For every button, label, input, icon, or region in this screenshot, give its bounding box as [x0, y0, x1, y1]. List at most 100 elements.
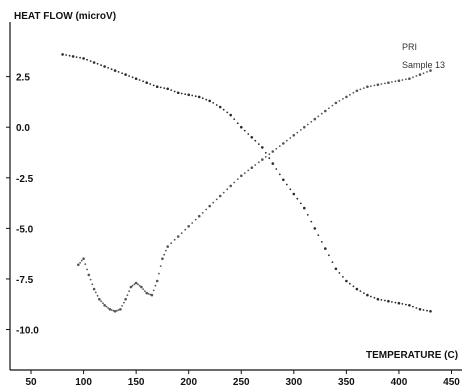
sample-13-trace-dot	[94, 291, 97, 294]
pri-trace-dot	[370, 295, 372, 298]
pri-trace-dot	[96, 62, 99, 65]
sample-13-point	[103, 304, 106, 307]
sample-13-point	[166, 245, 169, 248]
pri-point	[418, 308, 422, 311]
pri-point	[408, 304, 411, 307]
pri-trace-dot	[384, 299, 386, 302]
pri-trace-dot	[328, 254, 330, 257]
pri-point	[250, 136, 254, 139]
sample-13-point	[134, 281, 138, 285]
sample-13-point	[418, 73, 422, 76]
sample-13-point	[250, 166, 254, 169]
x-tick-label: 200	[180, 377, 197, 388]
pri-point	[82, 57, 85, 60]
sample-13-point	[429, 69, 432, 72]
pri-trace-dot	[254, 139, 257, 142]
pri-point	[345, 279, 348, 283]
axes	[9, 22, 462, 371]
sample-13-point	[397, 79, 401, 82]
sample-13-trace-dot	[137, 283, 139, 286]
pri-trace-dot	[128, 75, 131, 77]
pri-trace-dot	[415, 307, 418, 309]
pri-trace-dot	[331, 261, 334, 263]
sample-13-trace-dot	[96, 294, 99, 297]
sample-13-trace-dot	[131, 284, 134, 287]
sample-13-point	[345, 95, 348, 99]
sample-13-point	[176, 235, 180, 238]
pri-trace-dot	[68, 54, 71, 57]
sample-13-point	[155, 279, 159, 283]
pri-point	[208, 99, 211, 103]
sample-13-trace-dot	[110, 309, 113, 311]
pri-point	[303, 206, 306, 210]
pri-point	[61, 53, 64, 56]
pri-point	[176, 91, 180, 95]
sample-13-point	[108, 308, 112, 311]
sample-13-trace-dot	[222, 191, 225, 194]
x-ticks: 50 100 150 200 250 300 350 400 450	[25, 370, 460, 388]
pri-trace-dot	[317, 234, 320, 237]
pri-trace-dot	[75, 56, 78, 58]
pri-trace-dot	[349, 282, 351, 285]
sample-13-trace-dot	[394, 80, 397, 83]
sample-13-trace-dot	[144, 290, 146, 292]
pri-trace-dot	[363, 292, 365, 294]
sample-13-trace-dot	[257, 161, 260, 164]
sample-13-trace-dot	[349, 93, 351, 96]
sample-13-point	[82, 257, 85, 261]
sample-13-trace-dot	[401, 79, 404, 81]
pri-point	[92, 61, 96, 64]
sample-13-trace-dot	[152, 289, 155, 292]
sample-13-trace-dot	[320, 112, 323, 115]
pri-trace-dot	[159, 86, 162, 89]
sample-13-trace-dot	[163, 253, 166, 256]
sample-13-trace-dot	[147, 292, 150, 295]
sample-13-trace-dot	[391, 81, 393, 83]
sample-13-trace-dot	[100, 300, 102, 303]
sample-13-point	[324, 109, 327, 113]
sample-13-point	[77, 263, 80, 267]
pri-trace-dot	[373, 296, 376, 299]
sample-13-point	[119, 308, 122, 311]
pri-point	[355, 287, 359, 291]
pri-trace-dot	[243, 129, 246, 132]
sample-13-point	[98, 297, 101, 301]
sample-13-trace-dot	[212, 201, 215, 204]
pri-trace-dot	[142, 80, 145, 83]
sample-13-trace-dot	[331, 104, 334, 107]
pri-trace-dot	[401, 303, 404, 305]
sample-13-trace-dot	[180, 232, 183, 235]
pri-trace-dot	[65, 54, 67, 56]
sample-13-trace-dot	[133, 283, 136, 286]
pri-trace-dot	[131, 76, 134, 79]
sample-13-trace-dot	[373, 84, 376, 87]
pri-trace-dot	[268, 157, 271, 160]
pri-trace-dot	[121, 72, 123, 75]
pri-trace-dot	[233, 118, 236, 120]
sample-13-trace-dot	[412, 76, 414, 79]
pri-trace-dot	[278, 173, 281, 176]
pri-trace-dot	[117, 71, 120, 73]
x-axis-title: TEMPERATURE (C)	[366, 350, 458, 361]
sample-13-point	[87, 273, 91, 277]
sample-13-point	[113, 310, 117, 313]
sample-13-trace-dot	[170, 242, 173, 245]
pri-trace-dot	[149, 83, 152, 85]
pri-trace-dot	[264, 151, 267, 154]
pri-trace-dot	[180, 92, 183, 95]
sample-13-point	[376, 83, 380, 86]
pri-point	[397, 301, 401, 305]
pri-trace-dot	[138, 79, 141, 81]
pri-trace-dot	[201, 97, 204, 100]
sample-13-trace-dot	[285, 139, 288, 142]
pri-point	[145, 81, 148, 84]
pri-trace-dot	[257, 143, 260, 146]
pri-point	[155, 85, 159, 88]
pri-point	[71, 55, 75, 58]
sample-13-point	[240, 174, 243, 178]
sample-13-trace-dot	[91, 283, 94, 286]
series-layer	[61, 53, 432, 313]
sample-13-point	[140, 285, 143, 289]
sample-13-trace-dot	[86, 268, 88, 271]
sample-13-trace-dot	[173, 238, 176, 241]
